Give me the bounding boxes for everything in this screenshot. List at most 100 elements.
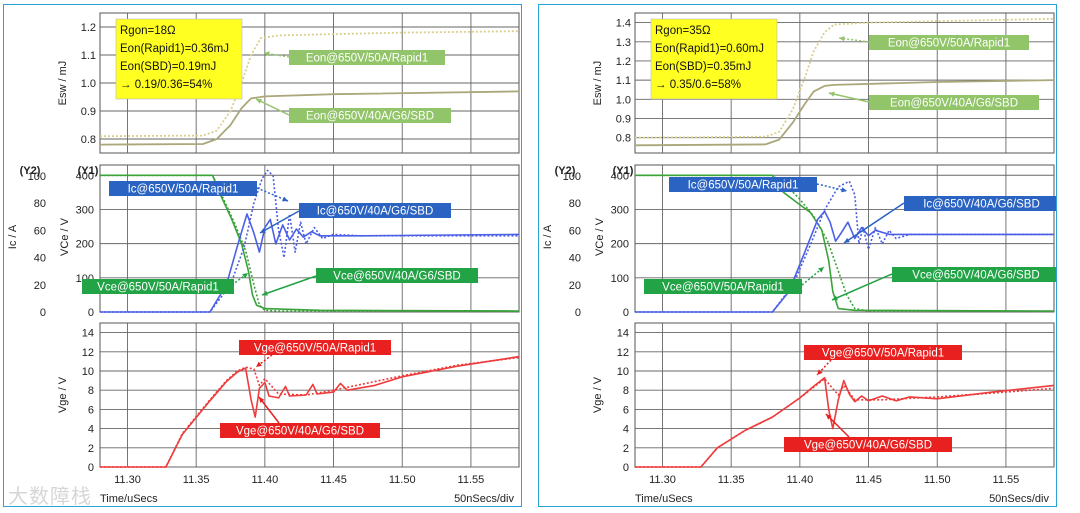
vge-y-tick-label: 10 xyxy=(617,366,629,378)
esw-y-axis-label: Esw / mJ xyxy=(592,61,604,106)
ic-y-axis-label: Ic / A xyxy=(542,224,554,249)
x-axis-label: Time/uSecs xyxy=(100,493,158,505)
vge-label-sbd-bg xyxy=(220,423,380,438)
info-box-line: Eon(SBD)=0.35mJ xyxy=(655,61,751,73)
vce-label-sbd: Vce@650V/40A/G6/SBD xyxy=(333,271,460,283)
esw-y-tick-label: 1.4 xyxy=(616,18,631,30)
x-scale-label: 50nSecs/div xyxy=(989,493,1049,505)
esw-y-tick-label: 1.2 xyxy=(81,22,96,34)
esw-label-rapid1: Eon@650V/50A/Rapid1 xyxy=(888,38,1010,50)
vce-y-tick-label: 400 xyxy=(76,170,94,182)
vge-label-rapid1: Vge@650V/50A/Rapid1 xyxy=(254,343,376,355)
ic-label-rapid1-bg xyxy=(109,181,257,196)
vce-arrow-rapid1 xyxy=(801,266,825,286)
y1-axis-marker: (Y1) xyxy=(78,165,99,177)
x-scale-label: 50nSecs/div xyxy=(454,493,514,505)
ic-y-tick-label: 20 xyxy=(569,280,581,292)
esw-label-sbd-bg xyxy=(869,95,1039,110)
vce-label-rapid1-bg xyxy=(644,279,802,294)
vge-y-tick-label: 10 xyxy=(82,366,94,378)
vge-y-tick-label: 12 xyxy=(617,347,629,359)
info-box-line: Eon(Rapid1)=0.60mJ xyxy=(655,43,764,55)
ic-y-tick-label: 20 xyxy=(34,280,46,292)
vge-y-tick-label: 0 xyxy=(623,462,629,474)
x-tick-label: 11.40 xyxy=(786,474,813,486)
ic-y-axis-label: Ic / A xyxy=(7,224,19,249)
vge-y-tick-label: 4 xyxy=(623,424,629,436)
vce-arrow-sbd xyxy=(831,273,893,301)
esw-y-tick-label: 0.8 xyxy=(616,133,631,145)
info-box-line: Eon(SBD)=0.19mJ xyxy=(120,61,216,73)
ic-arrow-rapid1-head xyxy=(282,196,288,202)
vge-arrow-rapid1-head xyxy=(256,361,262,367)
esw-label-rapid1: Eon@650V/50A/Rapid1 xyxy=(306,53,428,65)
vce-arrow-sbd-head xyxy=(832,295,838,301)
esw-label-rapid1-bg xyxy=(289,50,445,65)
esw-y-tick-label: 0.8 xyxy=(81,134,96,146)
ic-y-tick-label: 100 xyxy=(563,171,581,183)
vce-y-tick-label: 200 xyxy=(76,239,94,251)
vge-arrow-sbd-head xyxy=(826,414,832,420)
ic-y-tick-label: 60 xyxy=(569,225,581,237)
esw-y-tick-label: 1.1 xyxy=(81,50,96,62)
ic-label-rapid1-bg xyxy=(669,177,817,192)
ic-y-tick-label: 80 xyxy=(34,198,46,210)
ic-arrow-rapid1 xyxy=(256,187,289,202)
vge-y-tick-label: 8 xyxy=(88,385,94,397)
y2-axis-marker: (Y2) xyxy=(20,165,41,177)
vge-label-rapid1-bg xyxy=(239,340,391,355)
vge-arrow-sbd xyxy=(258,396,280,424)
vge-arrow-sbd-head xyxy=(259,397,265,403)
esw-y-tick-label: 1.3 xyxy=(616,37,631,49)
ic-y-tick-label: 100 xyxy=(28,171,46,183)
vge-y-tick-label: 4 xyxy=(88,424,94,436)
vge-y-tick-label: 6 xyxy=(623,404,629,416)
esw-label-sbd: Eon@650V/40A/G6/SBD xyxy=(306,111,434,123)
vge-y-tick-label: 14 xyxy=(617,328,629,340)
vge-y-tick-label: 2 xyxy=(623,443,629,455)
left-chart-panel: 0.8 0.9 1.0 1.1 1.2 Esw / mJ Rgon=18Ω Eon(Rapid… xyxy=(3,4,522,507)
ic-label-sbd: Ic@650V/40A/G6/SBD xyxy=(923,199,1040,211)
x-tick-label: 11.45 xyxy=(320,474,347,486)
esw-arrow-sbd xyxy=(255,98,290,116)
vge-y-tick-label: 2 xyxy=(88,443,94,455)
vce-label-rapid1-bg xyxy=(82,279,234,294)
esw-y-tick-label: 1.0 xyxy=(616,94,631,106)
vce-label-rapid1: Vce@650V/50A/Rapid1 xyxy=(662,282,784,294)
ic-label-sbd-bg xyxy=(904,196,1056,211)
x-tick-label: 11.45 xyxy=(855,474,882,486)
ic-y-tick-label: 0 xyxy=(40,307,46,319)
esw-series-sbd xyxy=(99,90,520,146)
ic-label-rapid1: Ic@650V/50A/Rapid1 xyxy=(688,180,799,192)
ic-arrow-sbd-head xyxy=(260,228,266,233)
vge-label-sbd: Vge@650V/40A/G6/SBD xyxy=(236,426,364,438)
x-tick-label: 11.35 xyxy=(183,474,210,486)
ic-series-sbd xyxy=(100,213,520,313)
esw-series-rapid1 xyxy=(99,30,520,138)
ic-series-rapid1 xyxy=(635,180,1054,313)
vge-y-tick-label: 12 xyxy=(82,347,94,359)
ic-label-sbd: Ic@650V/40A/G6/SBD xyxy=(317,206,434,218)
ic-arrow-sbd xyxy=(259,210,300,234)
vge-label-sbd-bg xyxy=(784,437,952,452)
esw-arrow-sbd-head xyxy=(256,99,262,104)
x-tick-label: 11.30 xyxy=(649,474,676,486)
vce-arrow-sbd xyxy=(261,275,317,296)
vce-y-tick-label: 0 xyxy=(88,307,94,319)
vge-y-axis-label: Vge / V xyxy=(57,376,69,413)
vce-y-tick-label: 100 xyxy=(611,273,629,285)
vge-series-sbd xyxy=(635,376,1055,468)
x-tick-label: 11.35 xyxy=(718,474,745,486)
esw-series-sbd xyxy=(634,79,1055,147)
vge-arrow-sbd xyxy=(825,413,850,438)
esw-y-tick-label: 1.1 xyxy=(616,75,631,87)
esw-arrow-rapid1-head xyxy=(264,51,270,57)
vge-y-tick-label: 8 xyxy=(623,385,629,397)
vce-label-rapid1: Vce@650V/50A/Rapid1 xyxy=(97,282,219,294)
vce-y-tick-label: 400 xyxy=(611,170,629,182)
ic-label-sbd-bg xyxy=(299,203,451,218)
x-axis-label: Time/uSecs xyxy=(635,493,693,505)
ic-arrow-sbd xyxy=(843,202,905,244)
esw-label-sbd: Eon@650V/40A/G6/SBD xyxy=(890,98,1018,110)
esw-y-tick-label: 1.2 xyxy=(616,56,631,68)
